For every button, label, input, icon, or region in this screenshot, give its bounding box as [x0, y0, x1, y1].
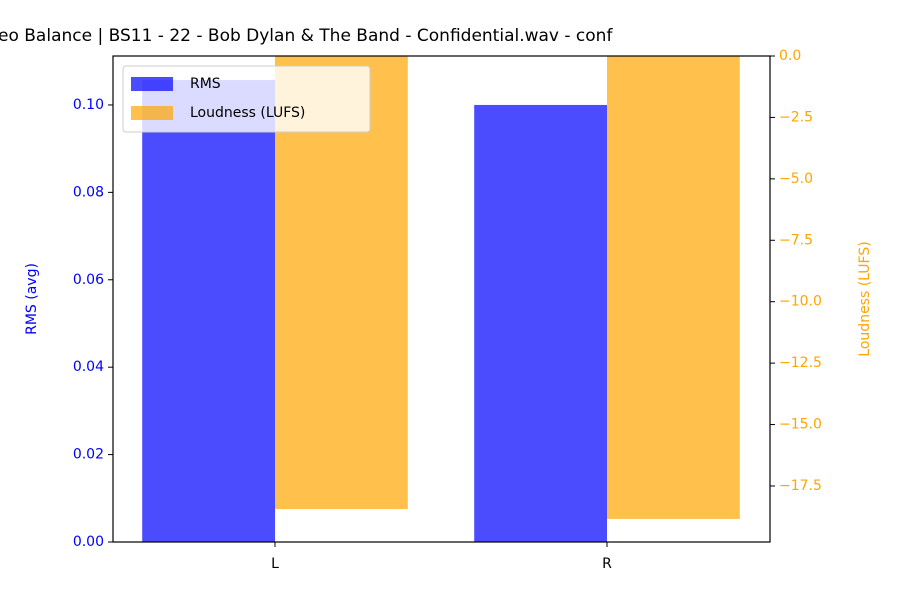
y2-tick-label: −10.0 [779, 294, 822, 310]
y2-tick-label: −15.0 [779, 417, 822, 433]
y-tick-label: 0.04 [73, 359, 104, 375]
legend-label: RMS [190, 76, 221, 92]
y-tick-label: 0.10 [73, 97, 104, 113]
plot-frame [112, 55, 771, 543]
y-tick-label: 0.02 [73, 447, 104, 463]
bar [607, 56, 740, 519]
y2-tick-label: −5.0 [779, 171, 813, 187]
y2-tick-label: −2.5 [779, 109, 813, 125]
legend-label: Loudness (LUFS) [190, 105, 305, 121]
bar [474, 104, 607, 542]
y2-axis-label: Loudness (LUFS) [857, 241, 873, 356]
y-tick-label: 0.00 [73, 534, 104, 550]
y2-tick-label: 0.0 [779, 48, 801, 64]
chart-title: eo Balance | BS11 - 22 - Bob Dylan & The… [0, 26, 613, 46]
legend-swatch [131, 77, 173, 91]
y2-tick-label: −12.5 [779, 355, 822, 371]
y-axis-label: RMS (avg) [24, 263, 40, 335]
legend-swatch [131, 106, 173, 120]
x-tick-label: L [271, 556, 279, 572]
legend-box [122, 65, 371, 133]
y2-tick-label: −17.5 [779, 478, 822, 494]
y-tick-label: 0.06 [73, 272, 104, 288]
y2-tick-label: −7.5 [779, 232, 813, 248]
bar [142, 80, 275, 542]
y-tick-label: 0.08 [73, 184, 104, 200]
x-tick-label: R [602, 556, 612, 572]
